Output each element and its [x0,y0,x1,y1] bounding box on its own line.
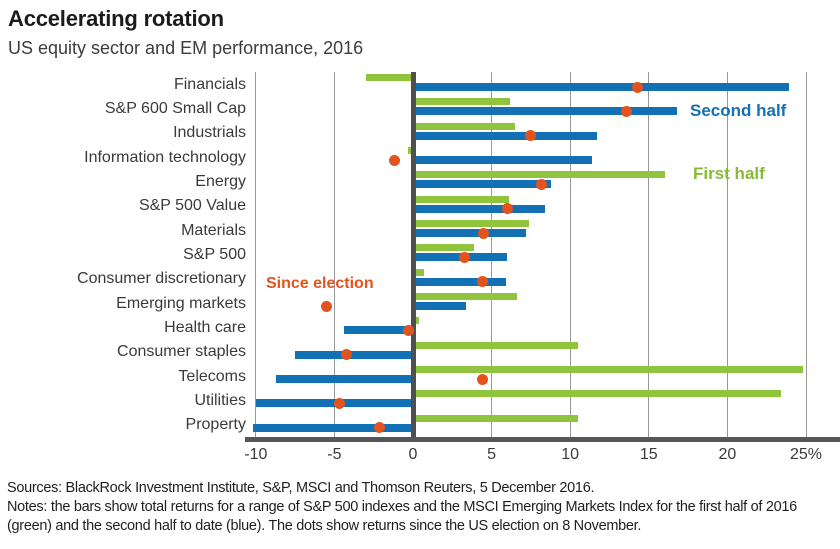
since-election-dot [459,251,471,263]
chart-title: Accelerating rotation [8,6,224,31]
second-half-bar [413,180,552,189]
sources-line: Sources: BlackRock Investment Institute,… [7,480,595,496]
since-election-dot [525,130,537,142]
category-label: Telecoms [178,367,246,385]
category-label: S&P 500 [183,245,246,263]
category-label: Industrials [173,124,246,142]
second-half-bar [343,326,413,335]
x-axis-line [245,437,840,442]
second-half-bar [276,375,413,383]
category-label: Consumer staples [117,343,246,361]
first-half-bar [413,268,424,276]
x-tick-label: 10 [561,446,580,463]
first-half-bar [413,293,517,300]
category-label: Health care [164,318,246,336]
first-half-bar [413,195,509,203]
category-label: Materials [181,221,246,239]
chart-subtitle: US equity sector and EM performance, 201… [8,38,364,58]
since-election-dot [536,178,548,190]
second-half-bar [413,156,593,164]
category-label: Information technology [84,148,246,166]
category-label: Financials [173,75,246,93]
since-election-dot [402,324,414,336]
category-label: Consumer discretionary [77,270,246,288]
category-label: S&P 500 Value [138,197,246,215]
legend-since-election: Since election [266,275,374,292]
since-election-dot [388,154,400,166]
since-election-dot [374,422,386,434]
category-label: Energy [195,172,246,190]
x-tick-label: 20 [718,446,737,463]
since-election-dot [341,349,353,361]
since-election-dot [632,81,644,93]
zero-axis-line [410,72,416,437]
legend-first-half: First half [693,164,765,183]
second-half-bar [413,302,467,310]
first-half-bar [413,220,530,227]
first-half-bar [413,244,475,252]
first-half-bar [365,74,413,81]
x-tick-label: 25% [789,446,823,463]
first-half-bar [413,317,420,325]
legend-second-half: Second half [690,101,787,120]
category-label: S&P 600 Small Cap [104,99,246,117]
gridline-15 [648,72,650,437]
gridline-20 [726,72,728,437]
footer-notes: Sources: BlackRock Investment Institute,… [7,479,837,536]
since-election-dot [476,276,488,288]
first-half-bar [413,171,665,179]
second-half-bar [413,277,506,286]
second-half-bar [413,204,546,213]
first-half-bar [413,98,511,106]
first-half-bar [413,341,579,349]
category-label: Property [185,416,246,434]
first-half-bar [413,366,803,373]
since-election-dot [476,373,488,385]
category-label: Emerging markets [116,294,246,312]
second-half-bar [413,107,678,116]
second-half-bar [413,83,789,91]
x-tick-label: 0 [408,446,418,463]
first-half-bar [413,122,516,130]
notes-line-1: Notes: the bars show total returns for a… [7,499,797,515]
since-election-dot [478,227,490,239]
second-half-bar [295,350,413,359]
gridline-25 [805,72,807,437]
since-election-dot [501,203,513,215]
notes-line-2: (green) and the second half to date (blu… [7,518,642,534]
second-half-bar [413,229,527,237]
since-election-dot [621,105,633,117]
gridline--5 [333,72,335,437]
first-half-bar [413,414,579,422]
second-half-bar [413,131,597,140]
first-half-bar [413,390,781,398]
gridline--10 [255,72,257,437]
x-tick-label: 15 [639,446,658,463]
x-tick-label: -5 [327,446,342,463]
since-election-dot [333,397,345,409]
x-tick-label: 5 [487,446,497,463]
x-tick-label: -10 [244,446,268,463]
since-election-dot [321,300,333,312]
gridline-10 [569,72,571,437]
second-half-bar [252,423,413,432]
category-label: Utilities [194,391,246,409]
